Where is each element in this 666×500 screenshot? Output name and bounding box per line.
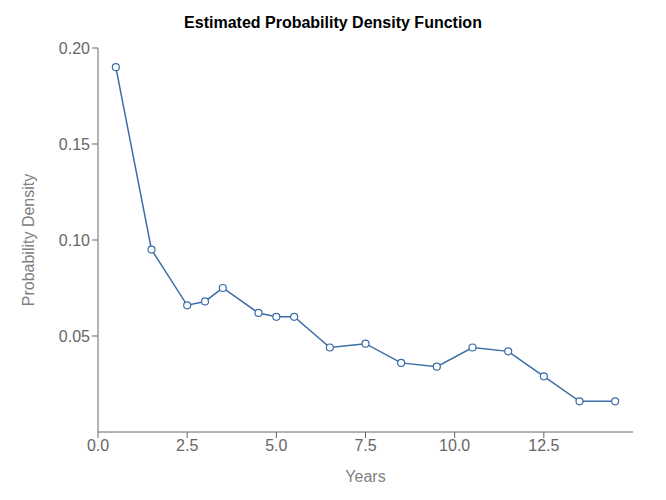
svg-text:0.20: 0.20: [59, 40, 90, 57]
svg-text:0.10: 0.10: [59, 232, 90, 249]
svg-text:5.0: 5.0: [265, 437, 287, 454]
svg-text:7.5: 7.5: [354, 437, 376, 454]
svg-text:0.0: 0.0: [87, 437, 109, 454]
svg-text:Years: Years: [345, 468, 385, 485]
svg-text:0.15: 0.15: [59, 136, 90, 153]
svg-text:2.5: 2.5: [176, 437, 198, 454]
svg-text:12.5: 12.5: [528, 437, 559, 454]
svg-text:10.0: 10.0: [439, 437, 470, 454]
svg-text:0.05: 0.05: [59, 328, 90, 345]
svg-text:Probability Density: Probability Density: [20, 174, 37, 307]
html-text:Estimated Probability Density: Estimated Probability Density Function: [184, 14, 482, 31]
